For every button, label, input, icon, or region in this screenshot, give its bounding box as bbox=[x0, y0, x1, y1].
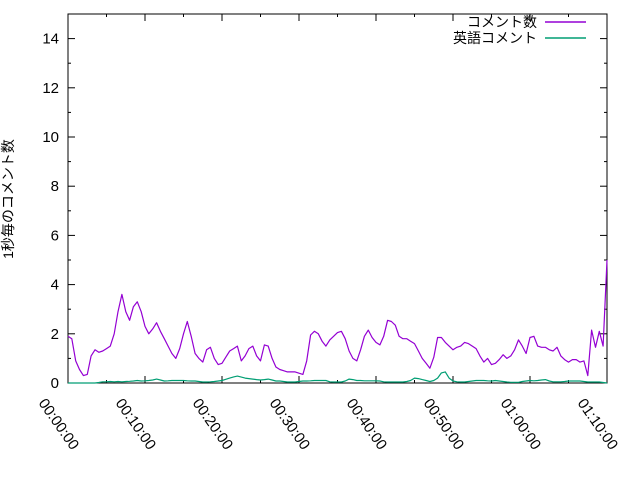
x-tick-label: 00:10:00 bbox=[112, 396, 159, 454]
plot-border bbox=[67, 13, 608, 384]
y-tick-label: 6 bbox=[51, 227, 59, 244]
y-tick-label: 8 bbox=[51, 178, 59, 195]
y-tick-label: 14 bbox=[42, 31, 59, 48]
y-tick-label: 4 bbox=[51, 277, 59, 294]
y-tick-label: 2 bbox=[51, 326, 59, 343]
legend-label-0: コメント数 bbox=[467, 14, 537, 30]
x-tick-label: 00:00:00 bbox=[35, 396, 82, 454]
x-tick-label: 01:10:00 bbox=[574, 396, 621, 454]
x-tick-label: 00:50:00 bbox=[420, 396, 467, 454]
y-tick-label: 0 bbox=[51, 375, 59, 392]
x-tick-label: 01:00:00 bbox=[497, 396, 544, 454]
y-axis-title: 1秒毎のコメント数 bbox=[0, 139, 16, 259]
legend-label-1: 英語コメント bbox=[453, 30, 537, 46]
series-line-1 bbox=[68, 371, 608, 384]
y-tick-label: 10 bbox=[42, 129, 59, 146]
series-line-0 bbox=[67, 259, 608, 377]
y-tick-label: 12 bbox=[42, 80, 59, 97]
x-tick-label: 00:30:00 bbox=[266, 396, 313, 454]
x-tick-label: 00:40:00 bbox=[343, 396, 390, 454]
x-tick-label: 00:20:00 bbox=[189, 396, 236, 454]
